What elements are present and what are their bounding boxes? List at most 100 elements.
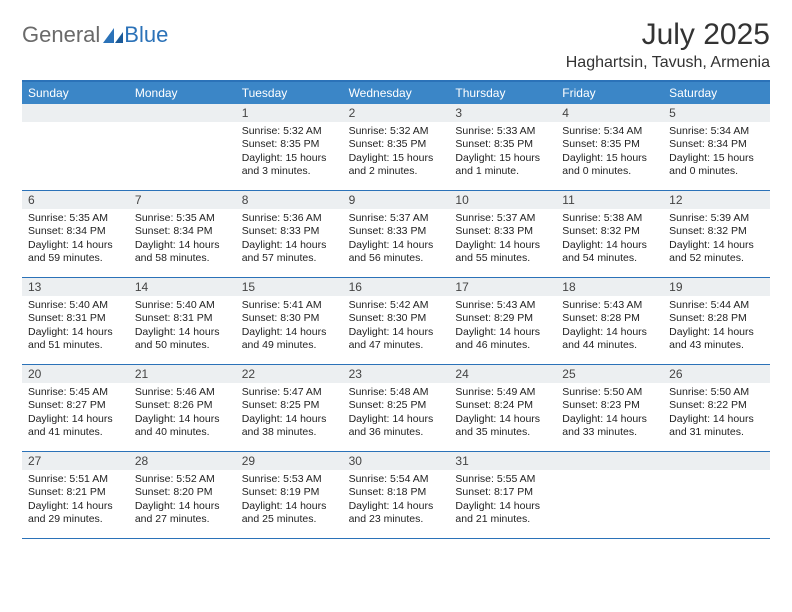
sunset-text: Sunset: 8:19 PM bbox=[242, 486, 337, 499]
sunset-text: Sunset: 8:34 PM bbox=[135, 225, 230, 238]
daylight-text: Daylight: 14 hours and 31 minutes. bbox=[669, 413, 764, 440]
sunrise-text: Sunrise: 5:32 AM bbox=[242, 125, 337, 138]
daylight-text: Daylight: 14 hours and 35 minutes. bbox=[455, 413, 550, 440]
sunset-text: Sunset: 8:28 PM bbox=[562, 312, 657, 325]
day-body: Sunrise: 5:53 AMSunset: 8:19 PMDaylight:… bbox=[236, 470, 343, 531]
day-cell bbox=[556, 452, 663, 538]
day-cell: 11Sunrise: 5:38 AMSunset: 8:32 PMDayligh… bbox=[556, 191, 663, 277]
day-number: 25 bbox=[556, 365, 663, 383]
daylight-text: Daylight: 14 hours and 33 minutes. bbox=[562, 413, 657, 440]
daylight-text: Daylight: 14 hours and 54 minutes. bbox=[562, 239, 657, 266]
day-cell bbox=[663, 452, 770, 538]
daylight-text: Daylight: 14 hours and 56 minutes. bbox=[349, 239, 444, 266]
daylight-text: Daylight: 14 hours and 29 minutes. bbox=[28, 500, 123, 527]
sunrise-text: Sunrise: 5:47 AM bbox=[242, 386, 337, 399]
sunset-text: Sunset: 8:32 PM bbox=[669, 225, 764, 238]
daylight-text: Daylight: 15 hours and 2 minutes. bbox=[349, 152, 444, 179]
day-cell: 16Sunrise: 5:42 AMSunset: 8:30 PMDayligh… bbox=[343, 278, 450, 364]
day-cell: 13Sunrise: 5:40 AMSunset: 8:31 PMDayligh… bbox=[22, 278, 129, 364]
day-cell: 26Sunrise: 5:50 AMSunset: 8:22 PMDayligh… bbox=[663, 365, 770, 451]
day-number: 15 bbox=[236, 278, 343, 296]
daylight-text: Daylight: 15 hours and 0 minutes. bbox=[562, 152, 657, 179]
day-cell: 25Sunrise: 5:50 AMSunset: 8:23 PMDayligh… bbox=[556, 365, 663, 451]
sunset-text: Sunset: 8:31 PM bbox=[28, 312, 123, 325]
day-body: Sunrise: 5:39 AMSunset: 8:32 PMDaylight:… bbox=[663, 209, 770, 270]
title-block: July 2025 Haghartsin, Tavush, Armenia bbox=[566, 18, 770, 72]
week-row: 13Sunrise: 5:40 AMSunset: 8:31 PMDayligh… bbox=[22, 278, 770, 365]
sunrise-text: Sunrise: 5:42 AM bbox=[349, 299, 444, 312]
daylight-text: Daylight: 14 hours and 46 minutes. bbox=[455, 326, 550, 353]
sunrise-text: Sunrise: 5:41 AM bbox=[242, 299, 337, 312]
day-body: Sunrise: 5:48 AMSunset: 8:25 PMDaylight:… bbox=[343, 383, 450, 444]
sunrise-text: Sunrise: 5:50 AM bbox=[669, 386, 764, 399]
calendar: Sunday Monday Tuesday Wednesday Thursday… bbox=[22, 80, 770, 539]
daylight-text: Daylight: 14 hours and 41 minutes. bbox=[28, 413, 123, 440]
daylight-text: Daylight: 14 hours and 57 minutes. bbox=[242, 239, 337, 266]
day-body: Sunrise: 5:34 AMSunset: 8:35 PMDaylight:… bbox=[556, 122, 663, 183]
day-body: Sunrise: 5:50 AMSunset: 8:23 PMDaylight:… bbox=[556, 383, 663, 444]
day-body: Sunrise: 5:46 AMSunset: 8:26 PMDaylight:… bbox=[129, 383, 236, 444]
day-number: 6 bbox=[22, 191, 129, 209]
daylight-text: Daylight: 14 hours and 49 minutes. bbox=[242, 326, 337, 353]
sunrise-text: Sunrise: 5:35 AM bbox=[28, 212, 123, 225]
day-cell: 15Sunrise: 5:41 AMSunset: 8:30 PMDayligh… bbox=[236, 278, 343, 364]
daylight-text: Daylight: 15 hours and 0 minutes. bbox=[669, 152, 764, 179]
sunset-text: Sunset: 8:35 PM bbox=[349, 138, 444, 151]
day-cell: 10Sunrise: 5:37 AMSunset: 8:33 PMDayligh… bbox=[449, 191, 556, 277]
daylight-text: Daylight: 14 hours and 38 minutes. bbox=[242, 413, 337, 440]
daylight-text: Daylight: 14 hours and 23 minutes. bbox=[349, 500, 444, 527]
day-number: 8 bbox=[236, 191, 343, 209]
day-number bbox=[663, 452, 770, 470]
sunset-text: Sunset: 8:20 PM bbox=[135, 486, 230, 499]
day-number: 29 bbox=[236, 452, 343, 470]
daylight-text: Daylight: 14 hours and 21 minutes. bbox=[455, 500, 550, 527]
sunrise-text: Sunrise: 5:54 AM bbox=[349, 473, 444, 486]
day-cell: 8Sunrise: 5:36 AMSunset: 8:33 PMDaylight… bbox=[236, 191, 343, 277]
sunrise-text: Sunrise: 5:44 AM bbox=[669, 299, 764, 312]
day-body: Sunrise: 5:32 AMSunset: 8:35 PMDaylight:… bbox=[343, 122, 450, 183]
dow-saturday: Saturday bbox=[663, 82, 770, 104]
day-number: 27 bbox=[22, 452, 129, 470]
day-number: 24 bbox=[449, 365, 556, 383]
daylight-text: Daylight: 14 hours and 27 minutes. bbox=[135, 500, 230, 527]
day-body: Sunrise: 5:43 AMSunset: 8:28 PMDaylight:… bbox=[556, 296, 663, 357]
dow-wednesday: Wednesday bbox=[343, 82, 450, 104]
sunrise-text: Sunrise: 5:36 AM bbox=[242, 212, 337, 225]
day-cell: 23Sunrise: 5:48 AMSunset: 8:25 PMDayligh… bbox=[343, 365, 450, 451]
day-cell: 1Sunrise: 5:32 AMSunset: 8:35 PMDaylight… bbox=[236, 104, 343, 190]
day-body: Sunrise: 5:51 AMSunset: 8:21 PMDaylight:… bbox=[22, 470, 129, 531]
day-cell: 30Sunrise: 5:54 AMSunset: 8:18 PMDayligh… bbox=[343, 452, 450, 538]
day-number: 22 bbox=[236, 365, 343, 383]
day-number: 14 bbox=[129, 278, 236, 296]
sunrise-text: Sunrise: 5:37 AM bbox=[455, 212, 550, 225]
sunrise-text: Sunrise: 5:40 AM bbox=[135, 299, 230, 312]
day-body: Sunrise: 5:42 AMSunset: 8:30 PMDaylight:… bbox=[343, 296, 450, 357]
day-number: 28 bbox=[129, 452, 236, 470]
day-body: Sunrise: 5:37 AMSunset: 8:33 PMDaylight:… bbox=[449, 209, 556, 270]
day-body: Sunrise: 5:36 AMSunset: 8:33 PMDaylight:… bbox=[236, 209, 343, 270]
day-body: Sunrise: 5:50 AMSunset: 8:22 PMDaylight:… bbox=[663, 383, 770, 444]
day-number: 23 bbox=[343, 365, 450, 383]
logo-sail-icon bbox=[102, 26, 124, 44]
week-row: 1Sunrise: 5:32 AMSunset: 8:35 PMDaylight… bbox=[22, 104, 770, 191]
day-cell: 31Sunrise: 5:55 AMSunset: 8:17 PMDayligh… bbox=[449, 452, 556, 538]
daylight-text: Daylight: 15 hours and 1 minute. bbox=[455, 152, 550, 179]
week-row: 27Sunrise: 5:51 AMSunset: 8:21 PMDayligh… bbox=[22, 452, 770, 539]
sunset-text: Sunset: 8:26 PM bbox=[135, 399, 230, 412]
day-cell: 18Sunrise: 5:43 AMSunset: 8:28 PMDayligh… bbox=[556, 278, 663, 364]
day-cell: 19Sunrise: 5:44 AMSunset: 8:28 PMDayligh… bbox=[663, 278, 770, 364]
day-body bbox=[22, 122, 129, 129]
day-cell: 12Sunrise: 5:39 AMSunset: 8:32 PMDayligh… bbox=[663, 191, 770, 277]
sunset-text: Sunset: 8:33 PM bbox=[349, 225, 444, 238]
daylight-text: Daylight: 14 hours and 55 minutes. bbox=[455, 239, 550, 266]
dow-sunday: Sunday bbox=[22, 82, 129, 104]
sunset-text: Sunset: 8:29 PM bbox=[455, 312, 550, 325]
day-number: 18 bbox=[556, 278, 663, 296]
day-number: 10 bbox=[449, 191, 556, 209]
sunset-text: Sunset: 8:21 PM bbox=[28, 486, 123, 499]
day-cell: 5Sunrise: 5:34 AMSunset: 8:34 PMDaylight… bbox=[663, 104, 770, 190]
dow-thursday: Thursday bbox=[449, 82, 556, 104]
day-number: 11 bbox=[556, 191, 663, 209]
sunset-text: Sunset: 8:24 PM bbox=[455, 399, 550, 412]
sunset-text: Sunset: 8:22 PM bbox=[669, 399, 764, 412]
